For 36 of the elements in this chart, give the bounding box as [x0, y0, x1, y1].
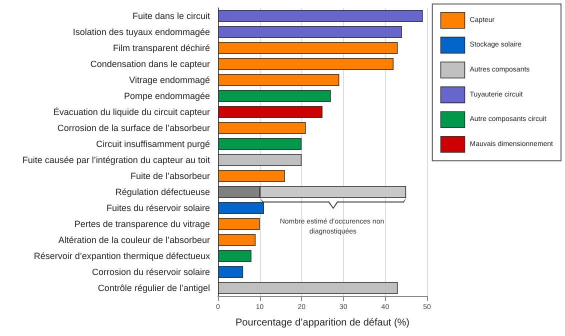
y-tick-label: Pompe endommagée: [124, 91, 210, 101]
y-tick-label: Régulation défectueuse: [115, 187, 210, 197]
bar: [218, 58, 394, 70]
y-tick-label: Isolation des tuyaux endommagée: [72, 27, 210, 37]
bar: [218, 266, 244, 278]
bar: [218, 90, 331, 102]
bar: [218, 250, 252, 262]
y-tick-label: Altération de la couleur de l’absorbeur: [58, 235, 210, 245]
x-axis-title: Pourcentage d’apparition de défaut (%): [235, 318, 410, 328]
y-tick-label: Fuite de l’absorbeur: [130, 171, 210, 181]
y-tick-label: Évacuation du liquide du circuit capteur: [53, 107, 210, 117]
y-tick-label: Contrôle régulier de l’antigel: [98, 283, 210, 293]
bar: [218, 202, 264, 214]
y-tick-label: Réservoir d’expantion thermique défectueux: [34, 251, 210, 261]
bar: [218, 106, 322, 118]
bar: [218, 10, 423, 22]
y-tick-label: Fuites du réservoir solaire: [106, 203, 210, 213]
y-tick-label: Fuite causée par l’intégration du capteur au toit: [22, 155, 210, 165]
bar: [218, 218, 260, 230]
y-tick-label: Pertes de transparence du vitrage: [74, 219, 210, 229]
y-tick-label: Fuite dans le circuit: [132, 11, 210, 21]
y-tick-label: Corrosion de la surface de l’absorbeur: [57, 123, 210, 133]
bar: [218, 26, 402, 38]
bar: [218, 282, 398, 294]
y-tick-label: Condensation dans le capteur: [90, 59, 210, 69]
bar: [218, 170, 285, 182]
bar: [218, 234, 256, 246]
bar: [218, 154, 302, 166]
bar: [218, 122, 306, 134]
bar: [218, 74, 340, 86]
y-tick-label: Corrosion du réservoir solaire: [92, 267, 210, 277]
y-tick-label: Vitrage endommagé: [129, 75, 210, 85]
bar: [218, 138, 302, 150]
y-tick-label: Circuit insuffisamment purgé: [96, 139, 210, 149]
bar: [218, 42, 398, 54]
y-tick-label: Film transparent déchiré: [112, 43, 210, 53]
